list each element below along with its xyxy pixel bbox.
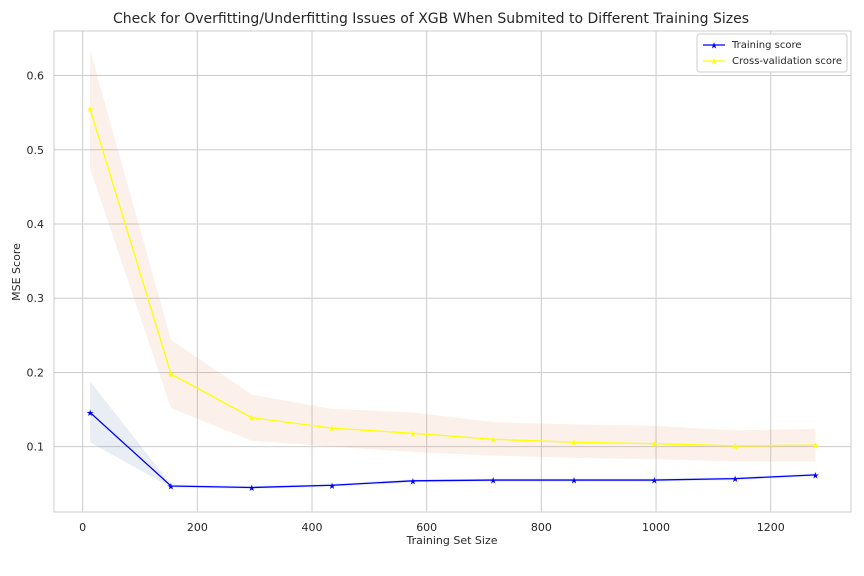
training-score-point: ★ bbox=[409, 477, 417, 487]
x-tick-label: 200 bbox=[187, 521, 208, 534]
training-score-point: ★ bbox=[86, 409, 94, 419]
legend-label-training: Training score bbox=[731, 40, 802, 51]
legend-marker-training: ★ bbox=[710, 42, 718, 52]
y-axis-label: MSE Score bbox=[10, 243, 23, 301]
x-tick-label: 400 bbox=[302, 521, 323, 534]
training-score-point: ★ bbox=[731, 475, 739, 485]
cross-validation-score-point: ★ bbox=[650, 440, 658, 450]
legend-marker-cross-validation: ★ bbox=[710, 58, 718, 68]
x-tick-labels: 0 200 400 600 800 1000 1200 bbox=[79, 521, 785, 534]
training-score-point: ★ bbox=[570, 477, 578, 487]
y-tick-label: 0.2 bbox=[27, 366, 45, 379]
cross-validation-score-line bbox=[89, 108, 816, 447]
x-axis-label: Training Set Size bbox=[405, 534, 497, 547]
y-tick-label: 0.1 bbox=[27, 441, 45, 454]
training-score-point: ★ bbox=[650, 477, 658, 487]
x-tick-label: 1200 bbox=[757, 521, 785, 534]
training-score-point: ★ bbox=[489, 477, 497, 487]
cross-validation-score-point: ★ bbox=[570, 439, 578, 449]
legend-label-cross-validation: Cross-validation score bbox=[732, 56, 842, 67]
training-score-point: ★ bbox=[328, 482, 336, 492]
x-tick-label: 600 bbox=[416, 521, 437, 534]
training-score-point: ★ bbox=[167, 483, 175, 493]
x-tick-label: 0 bbox=[79, 521, 86, 534]
series-markers: ★ ★ ★ ★ ★ ★ ★ ★ ★ ★ ★ ★ ★ ★ ★ ★ ★ ★ ★ ★ bbox=[86, 105, 819, 494]
training-score-point: ★ bbox=[811, 471, 819, 481]
cross-validation-score-point: ★ bbox=[86, 105, 94, 115]
y-tick-label: 0.4 bbox=[27, 218, 45, 231]
training-score-point: ★ bbox=[248, 484, 256, 494]
legend-box bbox=[696, 33, 848, 73]
cross-validation-score-point: ★ bbox=[409, 430, 417, 440]
y-tick-label: 0.5 bbox=[27, 144, 45, 157]
cross-validation-score-point: ★ bbox=[248, 414, 256, 424]
chart-title: Check for Overfitting/Underfitting Issue… bbox=[113, 11, 749, 27]
y-tick-label: 0.6 bbox=[27, 70, 45, 83]
plot-frame bbox=[53, 30, 852, 513]
cross-validation-score-point: ★ bbox=[167, 370, 175, 380]
y-tick-label: 0.3 bbox=[27, 292, 45, 305]
training-score-line bbox=[89, 412, 816, 489]
legend: ★ Training score ★ Cross-validation scor… bbox=[696, 33, 848, 73]
grid bbox=[54, 31, 851, 512]
y-tick-labels: 0.1 0.2 0.3 0.4 0.5 0.6 bbox=[27, 70, 45, 454]
cross-validation-score-point: ★ bbox=[811, 442, 819, 452]
cross-validation-score-point: ★ bbox=[489, 436, 497, 446]
x-tick-label: 1000 bbox=[642, 521, 670, 534]
cross-validation-score-point: ★ bbox=[731, 442, 739, 452]
cross-validation-score-point: ★ bbox=[328, 425, 336, 435]
series-lines bbox=[89, 108, 816, 489]
x-tick-label: 800 bbox=[531, 521, 552, 534]
